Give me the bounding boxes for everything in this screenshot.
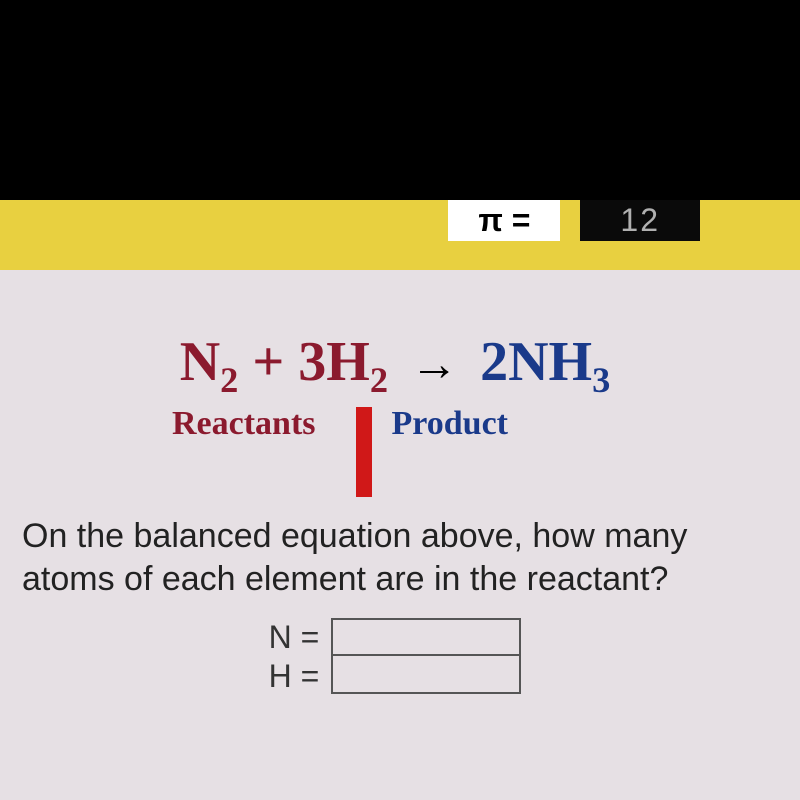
question-line-1: On the balanced equation above, how many — [22, 515, 770, 558]
answer-labels: N = H = — [269, 618, 320, 695]
n-answer-input[interactable] — [331, 618, 521, 656]
ammonia-symbol: NH — [508, 331, 592, 393]
question-line-2: atoms of each element are in the reactan… — [22, 558, 770, 601]
reactants-formula: N2 + 3H2 — [180, 331, 402, 393]
top-black-region — [0, 0, 800, 200]
product-formula: 2NH3 — [480, 331, 610, 393]
ammonia-subscript: 3 — [592, 360, 610, 400]
hydrogen-subscript: 2 — [370, 360, 388, 400]
yellow-strip: π = 12 — [0, 200, 800, 270]
product-coefficient: 2 — [480, 331, 508, 393]
nitrogen-subscript: 2 — [220, 360, 238, 400]
arrow-icon: → — [410, 338, 458, 391]
reactants-label: Reactants — [172, 405, 316, 443]
h-answer-input[interactable] — [331, 656, 521, 694]
plus-sign: + — [238, 331, 298, 393]
chemical-equation: N2 + 3H2 → 2NH3 — [20, 330, 770, 401]
h-equals-label: H = — [269, 657, 320, 695]
nitrogen-symbol: N — [180, 331, 220, 393]
hydrogen-symbol: H — [326, 331, 370, 393]
equation-labels-row: Reactants Product — [20, 405, 770, 497]
answer-block: N = H = — [20, 618, 770, 695]
answer-boxes — [331, 618, 521, 695]
top-fragment-white: π = — [448, 200, 560, 241]
cursor-bar — [356, 407, 372, 497]
question-text: On the balanced equation above, how many… — [20, 515, 770, 600]
hydrogen-coefficient: 3 — [298, 331, 326, 393]
product-label: Product — [392, 405, 508, 443]
n-equals-label: N = — [269, 618, 320, 656]
question-card: N2 + 3H2 → 2NH3 Reactants Product On the… — [0, 270, 800, 800]
top-fragment-dark: 12 — [580, 200, 700, 241]
